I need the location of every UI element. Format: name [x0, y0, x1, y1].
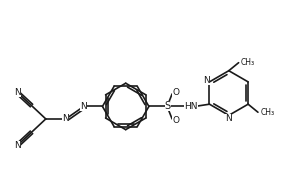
- Text: N: N: [14, 88, 21, 97]
- Text: CH₃: CH₃: [260, 108, 274, 117]
- Text: CH₃: CH₃: [241, 58, 255, 67]
- Text: HN: HN: [184, 102, 198, 111]
- Text: O: O: [172, 88, 179, 97]
- Text: N: N: [203, 76, 210, 85]
- Text: N: N: [14, 141, 21, 150]
- Text: S: S: [165, 101, 171, 111]
- Text: N: N: [226, 113, 232, 122]
- Text: N: N: [80, 102, 87, 111]
- Text: O: O: [172, 116, 179, 125]
- Text: N: N: [62, 114, 69, 123]
